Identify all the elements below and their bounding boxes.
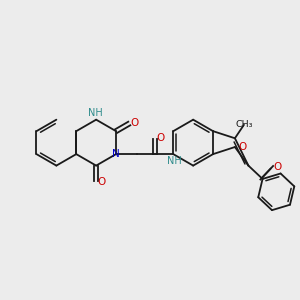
Text: CH₃: CH₃ — [235, 120, 253, 129]
Text: O: O — [130, 118, 138, 128]
Text: O: O — [238, 142, 246, 152]
Text: N: N — [112, 149, 120, 159]
Text: NH: NH — [88, 108, 103, 118]
Text: NH: NH — [167, 157, 182, 166]
Text: O: O — [274, 162, 282, 172]
Text: O: O — [97, 176, 105, 187]
Text: O: O — [156, 133, 165, 143]
